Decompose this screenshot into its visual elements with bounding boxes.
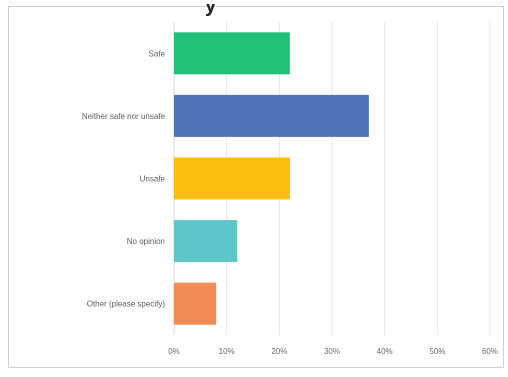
x-tick-label: 50% (429, 347, 445, 356)
x-tick-label: 40% (377, 347, 393, 356)
category-label: Unsafe (140, 175, 166, 184)
category-label: No opinion (127, 237, 165, 246)
category-label: Safe (149, 49, 166, 58)
bar-2 (174, 157, 290, 200)
x-tick-label: 20% (271, 347, 287, 356)
x-tick-layer: 0% 10% 20% 30% 40% 50% 60% (168, 347, 498, 356)
bar-layer (174, 32, 369, 325)
category-label: Neither safe nor unsafe (82, 112, 166, 121)
bar-4 (174, 282, 217, 325)
bar-0 (174, 32, 290, 75)
bar-3 (174, 220, 238, 263)
x-tick-label: 60% (482, 347, 498, 356)
x-tick-label: 30% (324, 347, 340, 356)
chart-title-fragment-text: y (205, 4, 217, 16)
x-tick-label: 10% (219, 347, 235, 356)
x-tick-label: 0% (168, 347, 180, 356)
category-label: Other (please specify) (87, 300, 166, 309)
chart-title-fragment: y (205, 4, 345, 16)
bar-1 (174, 94, 369, 137)
category-label-layer: Safe Neither safe nor unsafe Unsafe No opin… (82, 49, 166, 308)
